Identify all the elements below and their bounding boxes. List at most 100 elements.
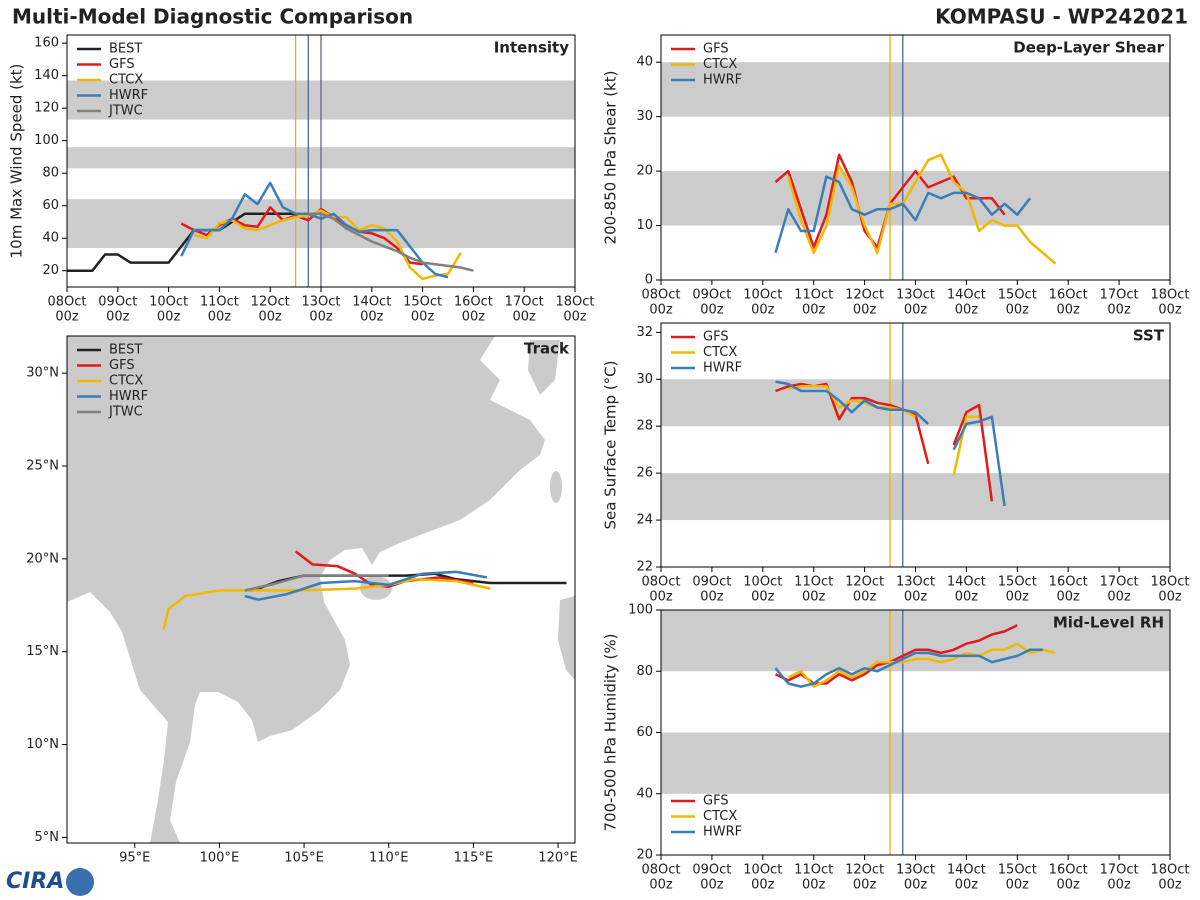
y-axis-label: Sea Surface Temp (°C) bbox=[602, 360, 620, 529]
series-line bbox=[244, 574, 389, 592]
x-tick-sublabel: 00z bbox=[1057, 878, 1081, 893]
x-tick-sublabel: 00z bbox=[462, 310, 486, 325]
y-tick-label: 22 bbox=[636, 560, 653, 575]
legend-label: JTWC bbox=[108, 104, 143, 119]
x-tick-label: 18Oct bbox=[1150, 288, 1189, 303]
x-tick-label: 10Oct bbox=[743, 863, 782, 878]
y-tick-label: 160 bbox=[34, 36, 59, 51]
x-tick-label: 13Oct bbox=[896, 575, 935, 590]
y-tick-label: 30°N bbox=[26, 366, 59, 381]
x-tick-label: 10Oct bbox=[743, 288, 782, 303]
y-tick-label: 20 bbox=[42, 263, 59, 278]
logo-text: CIRA bbox=[6, 869, 64, 894]
x-tick-sublabel: 00z bbox=[904, 303, 928, 318]
x-tick-label: 16Oct bbox=[1049, 288, 1088, 303]
x-tick-label: 08Oct bbox=[47, 295, 86, 310]
x-tick-sublabel: 00z bbox=[649, 878, 673, 893]
x-tick-label: 16Oct bbox=[1049, 575, 1088, 590]
y-tick-label: 24 bbox=[636, 513, 653, 528]
band bbox=[661, 610, 1170, 672]
panel-title: Deep-Layer Shear bbox=[1013, 39, 1164, 57]
x-tick-label: 15Oct bbox=[403, 295, 442, 310]
x-tick-label: 17Oct bbox=[505, 295, 544, 310]
series-line bbox=[67, 212, 309, 272]
legend-label: HWRF bbox=[703, 361, 742, 376]
y-tick-label: 5°N bbox=[35, 830, 60, 845]
axes-frame bbox=[660, 34, 1171, 281]
y-tick-label: 25°N bbox=[26, 459, 59, 474]
legend-label: JTWC bbox=[108, 405, 143, 420]
x-tick-sublabel: 00z bbox=[1057, 590, 1081, 605]
x-tick-sublabel: 00z bbox=[802, 590, 826, 605]
y-axis-label: 10m Max Wind Speed (kt) bbox=[8, 64, 26, 259]
x-tick-sublabel: 00z bbox=[853, 878, 877, 893]
x-tick-sublabel: 00z bbox=[411, 310, 435, 325]
band bbox=[661, 473, 1170, 521]
x-tick-label: 110°E bbox=[369, 851, 409, 866]
x-tick-sublabel: 00z bbox=[1158, 878, 1182, 893]
legend-label: CTCX bbox=[109, 73, 143, 88]
x-tick-label: 14Oct bbox=[947, 863, 986, 878]
legend-label: HWRF bbox=[109, 88, 148, 103]
x-tick-label: 18Oct bbox=[1150, 575, 1189, 590]
x-tick-sublabel: 00z bbox=[1158, 303, 1182, 318]
x-tick-sublabel: 00z bbox=[1107, 303, 1131, 318]
x-tick-label: 10Oct bbox=[743, 575, 782, 590]
y-tick-label: 20 bbox=[636, 164, 653, 179]
legend-label: HWRF bbox=[109, 389, 148, 404]
x-tick-label: 13Oct bbox=[896, 288, 935, 303]
legend-label: BEST bbox=[109, 343, 142, 358]
x-tick-label: 13Oct bbox=[896, 863, 935, 878]
y-tick-label: 0 bbox=[645, 273, 653, 288]
legend-label: GFS bbox=[109, 358, 135, 373]
legend-label: HWRF bbox=[703, 73, 742, 88]
panel: 01020304008Oct00z09Oct00z10Oct00z11Oct00… bbox=[602, 34, 1190, 318]
legend-label: CTCX bbox=[703, 57, 737, 72]
x-tick-sublabel: 00z bbox=[751, 303, 775, 318]
y-tick-label: 80 bbox=[636, 664, 653, 679]
x-tick-sublabel: 00z bbox=[563, 310, 587, 325]
x-tick-sublabel: 00z bbox=[853, 590, 877, 605]
y-tick-label: 60 bbox=[42, 198, 59, 213]
series-line bbox=[788, 385, 980, 476]
axes-frame bbox=[66, 335, 576, 844]
series-line bbox=[180, 181, 449, 279]
x-tick-sublabel: 00z bbox=[309, 310, 333, 325]
x-tick-sublabel: 00z bbox=[904, 590, 928, 605]
x-tick-sublabel: 00z bbox=[1158, 590, 1182, 605]
y-tick-label: 40 bbox=[636, 786, 653, 801]
y-tick-label: 28 bbox=[636, 419, 653, 434]
y-tick-label: 30 bbox=[636, 109, 653, 124]
x-tick-sublabel: 00z bbox=[55, 310, 79, 325]
x-tick-label: 115°E bbox=[454, 851, 494, 866]
x-tick-sublabel: 00z bbox=[1107, 590, 1131, 605]
y-tick-label: 20°N bbox=[26, 551, 59, 566]
legend-label: GFS bbox=[703, 330, 729, 345]
logo: CIRA bbox=[6, 868, 94, 896]
x-tick-label: 17Oct bbox=[1100, 288, 1139, 303]
x-tick-label: 18Oct bbox=[555, 295, 594, 310]
legend-label: GFS bbox=[703, 42, 729, 57]
y-tick-label: 15°N bbox=[26, 644, 59, 659]
x-tick-label: 09Oct bbox=[692, 288, 731, 303]
x-tick-sublabel: 00z bbox=[106, 310, 130, 325]
y-axis-label: 200-850 hPa Shear (kt) bbox=[602, 71, 620, 245]
x-tick-sublabel: 00z bbox=[649, 590, 673, 605]
panel-title: Mid-Level RH bbox=[1053, 614, 1164, 632]
panel: 2040608010008Oct00z09Oct00z10Oct00z11Oct… bbox=[602, 603, 1190, 893]
series-line bbox=[308, 212, 474, 272]
x-tick-label: 12Oct bbox=[251, 295, 290, 310]
x-tick-label: 11Oct bbox=[794, 863, 833, 878]
x-tick-sublabel: 00z bbox=[955, 303, 979, 318]
series-line bbox=[244, 570, 488, 601]
x-tick-sublabel: 00z bbox=[157, 310, 181, 325]
x-tick-label: 11Oct bbox=[794, 288, 833, 303]
y-tick-label: 140 bbox=[34, 68, 59, 83]
x-tick-label: 100°E bbox=[200, 851, 240, 866]
x-tick-label: 08Oct bbox=[641, 863, 680, 878]
x-tick-sublabel: 00z bbox=[700, 303, 724, 318]
x-tick-sublabel: 00z bbox=[751, 878, 775, 893]
legend-label: GFS bbox=[109, 57, 135, 72]
panel: 5°N 10°N 15°N 20°N 25°N 30°N 95°E 100°E 105°E 110… bbox=[26, 335, 578, 866]
